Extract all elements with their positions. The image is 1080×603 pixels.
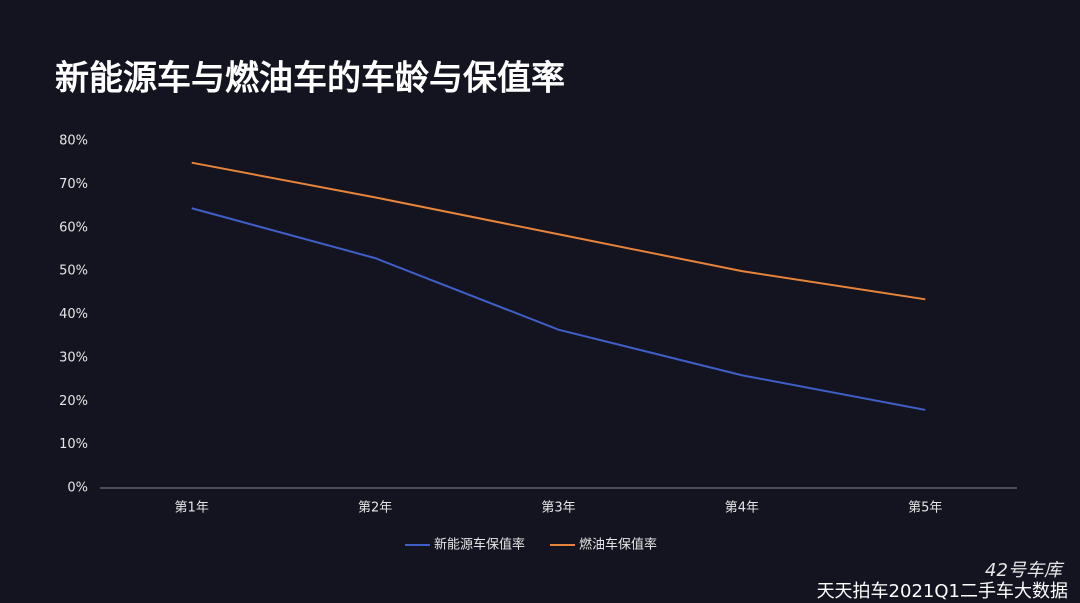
source: 天天拍车2021Q1二手车大数据 — [817, 581, 1068, 602]
y-tick-label: 30% — [59, 350, 88, 365]
y-tick-label: 20% — [59, 394, 88, 409]
y-tick-label: 80% — [59, 134, 88, 149]
x-tick-label: 第1年 — [175, 501, 209, 516]
y-tick-label: 70% — [59, 177, 88, 192]
watermark: 42号车库 — [985, 560, 1065, 581]
y-tick-label: 60% — [59, 220, 88, 235]
legend-label: 燃油车保值率 — [579, 537, 657, 553]
y-tick-label: 10% — [59, 437, 88, 452]
x-tick-label: 第4年 — [725, 501, 759, 516]
legend-label: 新能源车保值率 — [434, 537, 525, 553]
chart-title: 新能源车与燃油车的车龄与保值率 — [55, 59, 565, 99]
series-line — [191, 207, 926, 411]
series-line — [191, 161, 926, 301]
y-tick-label: 0% — [67, 481, 88, 496]
x-tick-label: 第2年 — [358, 501, 392, 516]
y-tick-label: 50% — [59, 264, 88, 279]
y-tick-label: 40% — [59, 307, 88, 322]
x-tick-label: 第3年 — [541, 501, 575, 516]
x-tick-label: 第5年 — [908, 501, 942, 516]
